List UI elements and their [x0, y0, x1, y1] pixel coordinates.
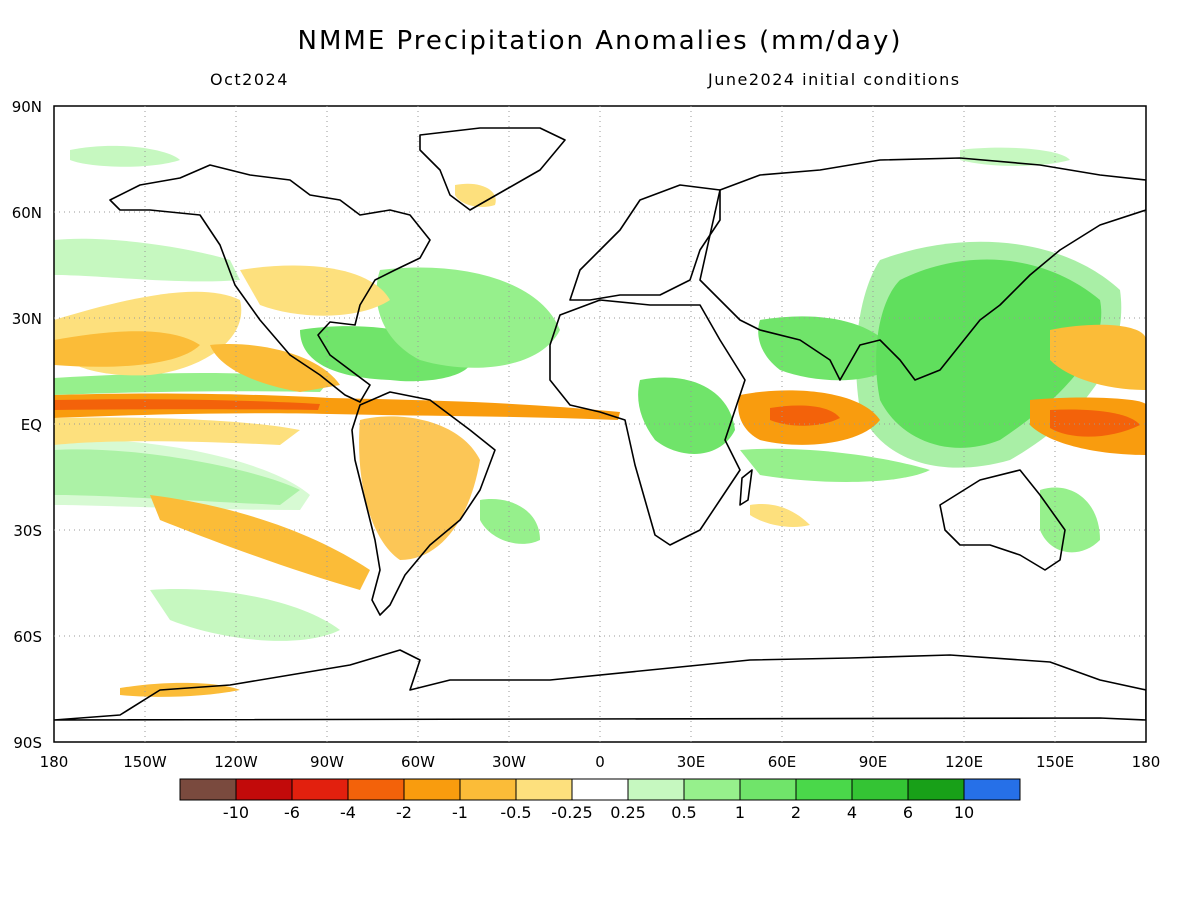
lon-tick: 120E: [945, 753, 983, 771]
lon-tick: 30E: [677, 753, 706, 771]
colorbar-swatch: [739, 778, 797, 801]
colorbar-swatch: [235, 778, 293, 801]
lon-tick: 30W: [492, 753, 526, 771]
coast-north-america: [109, 164, 431, 403]
lon-tick: 150E: [1036, 753, 1074, 771]
colorbar-swatch: [683, 778, 741, 801]
colorbar-swatch: [291, 778, 349, 801]
coastlines: [54, 127, 1146, 721]
lon-tick: 60W: [401, 753, 435, 771]
initial-conditions-label: June2024 initial conditions: [708, 70, 961, 89]
dry-west-pacific: [1050, 324, 1146, 390]
valid-month-label: Oct2024: [210, 70, 289, 89]
coast-madagascar: [739, 469, 753, 506]
colorbar-swatch: [459, 778, 517, 801]
coast-europe: [569, 184, 721, 301]
wet-africa-east: [638, 377, 735, 454]
coast-greenland: [419, 127, 566, 211]
lat-tick: 90N: [12, 98, 42, 116]
lat-tick: 30S: [13, 522, 42, 540]
wet-australia-east: [1040, 487, 1100, 553]
colorbar-label: 0.25: [610, 803, 646, 822]
colorbar-swatch: [179, 778, 237, 801]
dry-east-australia-sea: [750, 504, 810, 527]
lon-tick: 0: [595, 753, 605, 771]
colorbar-swatch: [963, 778, 1021, 801]
dry-north-atlantic: [240, 265, 390, 316]
colorbar-swatch: [795, 778, 853, 801]
coast-africa: [549, 299, 746, 546]
colorbar-label: 10: [954, 803, 974, 822]
lon-tick: 150W: [123, 753, 167, 771]
map-title: NMME Precipitation Anomalies (mm/day): [297, 26, 903, 56]
wet-southern-ocean: [150, 589, 340, 641]
lon-tick: 180: [1132, 753, 1161, 771]
colorbar-swatch: [347, 778, 405, 801]
colorbar-swatch: [571, 778, 629, 801]
colorbar-label: -1: [452, 803, 468, 822]
lon-ticks: 180 150W 120W 90W 60W 30W 0 30E 60E 90E …: [40, 753, 1161, 771]
colorbar-label: -0.25: [551, 803, 592, 822]
dry-itcz-core: [54, 399, 320, 410]
lat-tick: 30N: [12, 310, 42, 328]
graticule: [54, 106, 1146, 742]
lon-tick: 120W: [214, 753, 258, 771]
colorbar: -10 -6 -4 -2 -1 -0.5 -0.25 0.25 0.5 1 2 4 6 10: [179, 778, 1021, 822]
colorbar-label: 0.5: [671, 803, 696, 822]
lat-ticks: 90N 60N 30N EQ 30S 60S 90S: [12, 98, 42, 752]
dry-north-pacific-core: [54, 331, 200, 367]
lat-tick: EQ: [21, 416, 42, 434]
lat-tick: 60S: [13, 628, 42, 646]
lat-tick: 60N: [12, 204, 42, 222]
coast-asia: [699, 157, 1146, 381]
dry-west-pacific-core: [1050, 409, 1140, 437]
wet-siberia: [960, 147, 1070, 166]
dry-mexico: [210, 344, 340, 392]
dry-itcz-south: [54, 417, 300, 445]
colorbar-label: -4: [340, 803, 356, 822]
colorbar-swatch: [403, 778, 461, 801]
colorbar-label: -10: [223, 803, 249, 822]
dry-south-america: [359, 416, 480, 560]
colorbar-swatch: [907, 778, 965, 801]
lat-tick: 90S: [13, 734, 42, 752]
colorbar-label: -6: [284, 803, 300, 822]
dry-indian-core: [770, 405, 840, 426]
colorbar-label: 1: [735, 803, 745, 822]
wet-north-pacific: [54, 238, 240, 282]
anomaly-shading: [54, 145, 1146, 697]
colorbar-label: 6: [903, 803, 913, 822]
wet-arctic-band: [70, 145, 180, 167]
wet-south-indian: [740, 448, 930, 482]
colorbar-swatch: [851, 778, 909, 801]
wet-atlantic: [376, 267, 560, 368]
colorbar-label: -2: [396, 803, 412, 822]
colorbar-swatch: [515, 778, 573, 801]
colorbar-label: 4: [847, 803, 857, 822]
coast-australia: [939, 469, 1066, 571]
colorbar-swatch: [627, 778, 685, 801]
coast-antarctica: [54, 649, 1146, 721]
wet-south-atlantic: [480, 499, 540, 544]
lon-tick: 180: [40, 753, 69, 771]
colorbar-label: -0.5: [500, 803, 531, 822]
lon-tick: 60E: [768, 753, 797, 771]
wet-south-pacific-outer: [54, 439, 310, 510]
colorbar-label: 2: [791, 803, 801, 822]
dry-south-pacific-diag: [150, 495, 370, 590]
lon-tick: 90E: [859, 753, 888, 771]
lon-tick: 90W: [310, 753, 344, 771]
coast-south-america: [351, 391, 496, 616]
